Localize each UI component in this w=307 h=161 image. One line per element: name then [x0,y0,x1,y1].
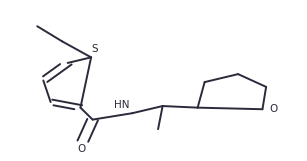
Text: O: O [269,104,278,114]
Text: HN: HN [114,100,130,110]
Text: O: O [77,144,85,154]
Text: S: S [91,44,98,54]
